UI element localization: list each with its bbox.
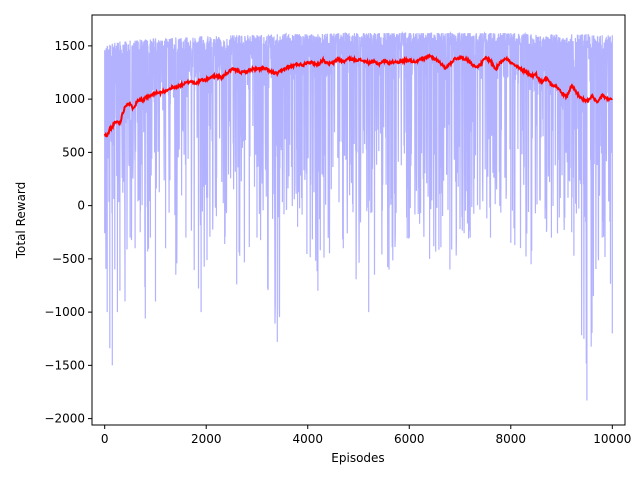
y-tick-label: −2000 <box>44 412 85 426</box>
x-tick-label: 10000 <box>593 432 631 446</box>
y-axis-ticks: −2000 −1500 −1000 −500 0 500 1000 1500 <box>44 39 92 426</box>
y-tick-label: 1000 <box>54 92 85 106</box>
y-tick-label: −500 <box>52 252 85 266</box>
x-axis-ticks: 0 2000 4000 6000 8000 10000 <box>101 425 631 446</box>
y-tick-label: 1500 <box>54 39 85 53</box>
x-axis-label: Episodes <box>331 451 384 465</box>
y-axis-label: Total Reward <box>14 182 28 260</box>
x-tick-label: 2000 <box>191 432 222 446</box>
x-tick-label: 4000 <box>292 432 323 446</box>
plot-frame <box>91 14 626 426</box>
x-tick-label: 0 <box>101 432 109 446</box>
y-tick-label: 500 <box>62 145 85 159</box>
series-layer <box>103 30 613 401</box>
moving-average-series <box>103 53 613 138</box>
raw-reward-series <box>104 30 613 401</box>
y-tick-label: −1500 <box>44 358 85 372</box>
y-tick-label: 0 <box>77 199 85 213</box>
x-tick-label: 6000 <box>394 432 425 446</box>
x-tick-label: 8000 <box>496 432 527 446</box>
y-tick-label: −1000 <box>44 305 85 319</box>
